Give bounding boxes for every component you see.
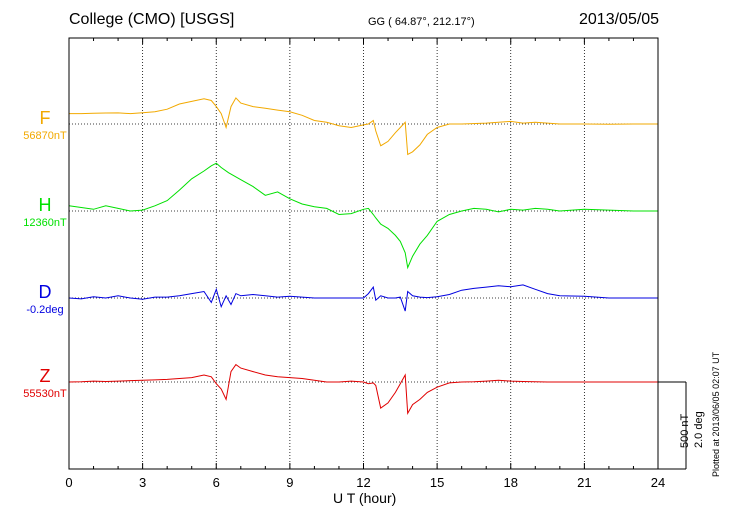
- x-tick-label: 0: [65, 475, 72, 490]
- x-tick-label: 15: [430, 475, 444, 490]
- date-label: 2013/05/05: [579, 11, 660, 28]
- x-tick-label: 6: [213, 475, 220, 490]
- baseline-lines: [69, 123, 658, 383]
- grid-lines: [142, 38, 585, 469]
- baseline-value-z: 55530nT: [23, 388, 67, 400]
- x-tick-label: 18: [504, 475, 518, 490]
- baseline-value-h: 12360nT: [23, 217, 67, 229]
- series-line-d: [68, 284, 658, 312]
- x-tick-label: 12: [356, 475, 370, 490]
- component-label-f: F: [39, 108, 51, 128]
- scale-nt-label: 500 nT: [679, 413, 691, 448]
- scale-deg-label: 2.0 deg: [693, 411, 705, 448]
- station-title: College (CMO) [USGS]: [69, 11, 235, 28]
- series-line-z: [68, 363, 658, 416]
- series-line-f: [69, 97, 658, 156]
- component-label-h: H: [38, 195, 52, 215]
- coordinates-label: GG ( 64.87°, 212.17°): [368, 16, 475, 28]
- x-tick-label: 24: [651, 475, 665, 490]
- series-line-h: [68, 162, 658, 270]
- component-label-z: Z: [39, 366, 51, 386]
- plotted-at-note: Plotted at 2013/06/05 02:07 UT: [711, 351, 721, 477]
- x-axis-ticks: 0 3 6 9 12 15 18 21 24: [65, 38, 665, 490]
- x-tick-label: 9: [286, 475, 293, 490]
- x-tick-label: 3: [139, 475, 146, 490]
- baseline-value-f: 56870nT: [23, 130, 67, 142]
- series-lines: [68, 97, 658, 416]
- x-tick-label: 21: [577, 475, 591, 490]
- component-label-d: D: [38, 282, 52, 302]
- baseline-value-d: -0.2deg: [26, 304, 64, 316]
- x-axis-label: U T (hour): [333, 490, 397, 506]
- scale-bar: [658, 381, 687, 470]
